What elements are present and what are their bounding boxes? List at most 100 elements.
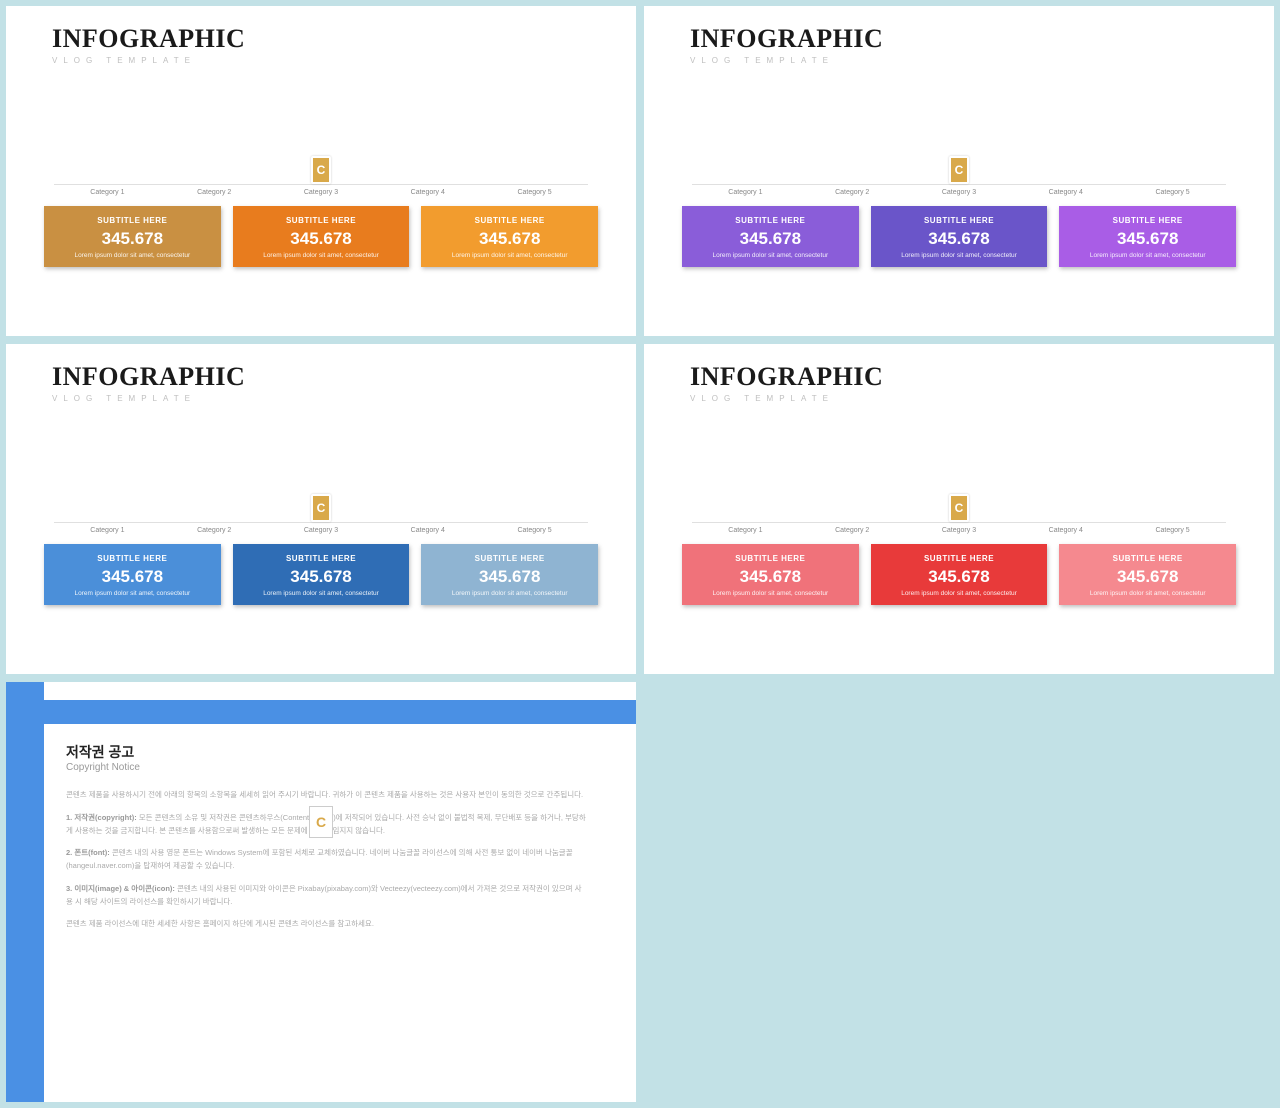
card-caption: Lorem ipsum dolor sit amet, consectetur (52, 590, 213, 597)
slide-copyright: 저작권 공고 Copyright Notice 콘텐츠 제품을 사용하시기 전에… (6, 682, 636, 1102)
card-caption: Lorem ipsum dolor sit amet, consectetur (1067, 590, 1228, 597)
slide-subtitle: VLOG TEMPLATE (690, 394, 1246, 403)
copyright-para: 2. 폰트(font): 콘텐츠 내의 사용 영문 폰트는 Windows Sy… (66, 847, 586, 873)
bar-chart: C (54, 75, 588, 185)
card-subtitle: SUBTITLE HERE (241, 554, 402, 563)
category-label: Category 5 (481, 189, 588, 196)
info-card: SUBTITLE HERE 345.678 Lorem ipsum dolor si… (682, 544, 859, 605)
info-cards: SUBTITLE HERE 345.678 Lorem ipsum dolor si… (44, 206, 598, 267)
card-value: 345.678 (241, 229, 402, 249)
copyright-para: 콘텐츠 제품을 사용하시기 전에 아래의 항목의 소항목을 세세히 읽어 주시기… (66, 789, 586, 802)
card-value: 345.678 (52, 567, 213, 587)
copyright-para: 콘텐츠 제품 라이선스에 대한 세세한 사항은 홈페이지 하단에 게시된 콘텐츠… (66, 918, 586, 931)
slide-title: INFOGRAPHIC (52, 362, 608, 392)
card-subtitle: SUBTITLE HERE (429, 216, 590, 225)
category-label: Category 4 (374, 527, 481, 534)
watermark-badge-icon: C (949, 156, 969, 184)
slide-title: INFOGRAPHIC (52, 24, 608, 54)
slide-subtitle: VLOG TEMPLATE (690, 56, 1246, 65)
card-caption: Lorem ipsum dolor sit amet, consectetur (429, 590, 590, 597)
info-cards: SUBTITLE HERE 345.678 Lorem ipsum dolor si… (682, 206, 1236, 267)
card-value: 345.678 (429, 567, 590, 587)
card-subtitle: SUBTITLE HERE (52, 216, 213, 225)
card-caption: Lorem ipsum dolor sit amet, consectetur (1067, 252, 1228, 259)
card-value: 345.678 (879, 229, 1040, 249)
card-caption: Lorem ipsum dolor sit amet, consectetur (429, 252, 590, 259)
card-value: 345.678 (690, 567, 851, 587)
slide-title: INFOGRAPHIC (690, 362, 1246, 392)
category-label: Category 1 (54, 527, 161, 534)
info-card: SUBTITLE HERE 345.678 Lorem ipsum dolor si… (871, 544, 1048, 605)
category-labels: Category 1Category 2Category 3Category 4… (54, 527, 588, 534)
info-card: SUBTITLE HERE 345.678 Lorem ipsum dolor si… (1059, 544, 1236, 605)
copyright-subtitle: Copyright Notice (66, 762, 586, 773)
bar-chart: C (692, 413, 1226, 523)
category-label: Category 5 (481, 527, 588, 534)
card-value: 345.678 (52, 229, 213, 249)
bar-chart: C (692, 75, 1226, 185)
info-cards: SUBTITLE HERE 345.678 Lorem ipsum dolor si… (44, 544, 598, 605)
card-caption: Lorem ipsum dolor sit amet, consectetur (241, 252, 402, 259)
category-label: Category 3 (268, 527, 375, 534)
copyright-title: 저작권 공고 (66, 742, 586, 762)
card-subtitle: SUBTITLE HERE (879, 216, 1040, 225)
category-label: Category 3 (268, 189, 375, 196)
card-caption: Lorem ipsum dolor sit amet, consectetur (241, 590, 402, 597)
slide-subtitle: VLOG TEMPLATE (52, 56, 608, 65)
watermark-badge-icon: C (949, 494, 969, 522)
slide-4: INFOGRAPHICVLOG TEMPLATECCategory 1Categ… (644, 344, 1274, 674)
copyright-para: 3. 이미지(image) & 아이콘(icon): 콘텐츠 내의 사용된 이미… (66, 883, 586, 909)
category-label: Category 4 (1012, 189, 1119, 196)
watermark-badge-icon: C (311, 156, 331, 184)
category-label: Category 3 (906, 189, 1013, 196)
card-value: 345.678 (241, 567, 402, 587)
category-label: Category 2 (161, 189, 268, 196)
category-label: Category 1 (692, 189, 799, 196)
card-value: 345.678 (429, 229, 590, 249)
category-labels: Category 1Category 2Category 3Category 4… (54, 189, 588, 196)
slide-title: INFOGRAPHIC (690, 24, 1246, 54)
card-caption: Lorem ipsum dolor sit amet, consectetur (879, 252, 1040, 259)
watermark-badge-icon: C (311, 494, 331, 522)
category-label: Category 4 (1012, 527, 1119, 534)
info-card: SUBTITLE HERE 345.678 Lorem ipsum dolor si… (233, 206, 410, 267)
info-card: SUBTITLE HERE 345.678 Lorem ipsum dolor si… (44, 206, 221, 267)
category-label: Category 3 (906, 527, 1013, 534)
info-card: SUBTITLE HERE 345.678 Lorem ipsum dolor si… (682, 206, 859, 267)
card-value: 345.678 (690, 229, 851, 249)
info-card: SUBTITLE HERE345.678Lorem ipsum dolor si… (44, 544, 221, 605)
category-label: Category 1 (692, 527, 799, 534)
watermark-badge-icon: C (309, 806, 333, 838)
category-label: Category 2 (161, 527, 268, 534)
category-label: Category 1 (54, 189, 161, 196)
slide-1: INFOGRAPHICVLOG TEMPLATECCategory 1Categ… (6, 6, 636, 336)
category-labels: Category 1Category 2Category 3Category 4… (692, 189, 1226, 196)
info-card: SUBTITLE HERE 345.678 Lorem ipsum dolor si… (233, 544, 410, 605)
card-subtitle: SUBTITLE HERE (690, 216, 851, 225)
card-value: 345.678 (1067, 567, 1228, 587)
card-subtitle: SUBTITLE HERE (690, 554, 851, 563)
card-subtitle: SUBTITLE HERE (241, 216, 402, 225)
bar-chart: C (54, 413, 588, 523)
slide-grid: INFOGRAPHICVLOG TEMPLATECCategory 1Categ… (0, 0, 1280, 1108)
info-card: SUBTITLE HERE345.678Lorem ipsum dolor si… (1059, 206, 1236, 267)
info-card: SUBTITLE HERE 345.678 Lorem ipsum dolor si… (871, 206, 1048, 267)
card-value: 345.678 (879, 567, 1040, 587)
slide-3: INFOGRAPHICVLOG TEMPLATECCategory 1Categ… (6, 344, 636, 674)
card-caption: Lorem ipsum dolor sit amet, consectetur (690, 252, 851, 259)
info-cards: SUBTITLE HERE 345.678 Lorem ipsum dolor si… (682, 544, 1236, 605)
card-caption: Lorem ipsum dolor sit amet, consectetur (52, 252, 213, 259)
card-caption: Lorem ipsum dolor sit amet, consectetur (690, 590, 851, 597)
card-subtitle: SUBTITLE HERE (879, 554, 1040, 563)
empty-cell (644, 682, 1274, 1102)
card-caption: Lorem ipsum dolor sit amet, consectetur (879, 590, 1040, 597)
category-label: Category 2 (799, 189, 906, 196)
copyright-content: 저작권 공고 Copyright Notice 콘텐츠 제품을 사용하시기 전에… (6, 682, 636, 961)
category-label: Category 2 (799, 527, 906, 534)
info-card: SUBTITLE HERE345.678Lorem ipsum dolor si… (421, 544, 598, 605)
category-labels: Category 1Category 2Category 3Category 4… (692, 527, 1226, 534)
info-card: SUBTITLE HERE 345.678 Lorem ipsum dolor si… (421, 206, 598, 267)
card-subtitle: SUBTITLE HERE (1067, 554, 1228, 563)
slide-subtitle: VLOG TEMPLATE (52, 394, 608, 403)
category-label: Category 5 (1119, 527, 1226, 534)
